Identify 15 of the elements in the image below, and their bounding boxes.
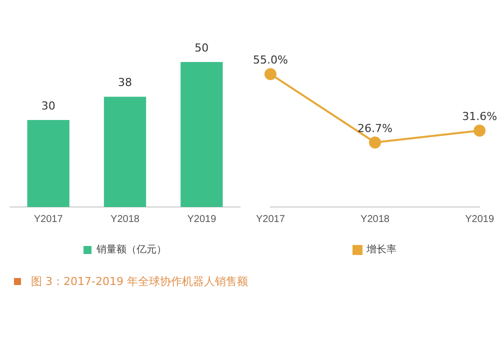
caption: 图 3：2017-2019 年全球协作机器人销售额 [31, 274, 248, 289]
data-label: 30 [41, 99, 56, 112]
x-tick-label: Y2019 [187, 214, 217, 225]
legend-label: 销量额（亿元） [96, 244, 166, 256]
data-label: 38 [118, 76, 132, 90]
x-tick-label: Y2018 [360, 214, 390, 225]
data-label: 31.6% [462, 110, 498, 123]
data-label: 50 [194, 41, 209, 54]
x-tick-label: Y2017 [34, 214, 64, 225]
x-tick-label: Y2019 [465, 214, 494, 225]
data-label: 26.7% [358, 122, 392, 135]
legend-label: 增长率 [366, 244, 396, 256]
x-tick-label: Y2017 [256, 214, 286, 225]
x-tick-label: Y2018 [110, 214, 140, 225]
data-label: 55.0% [252, 53, 288, 66]
